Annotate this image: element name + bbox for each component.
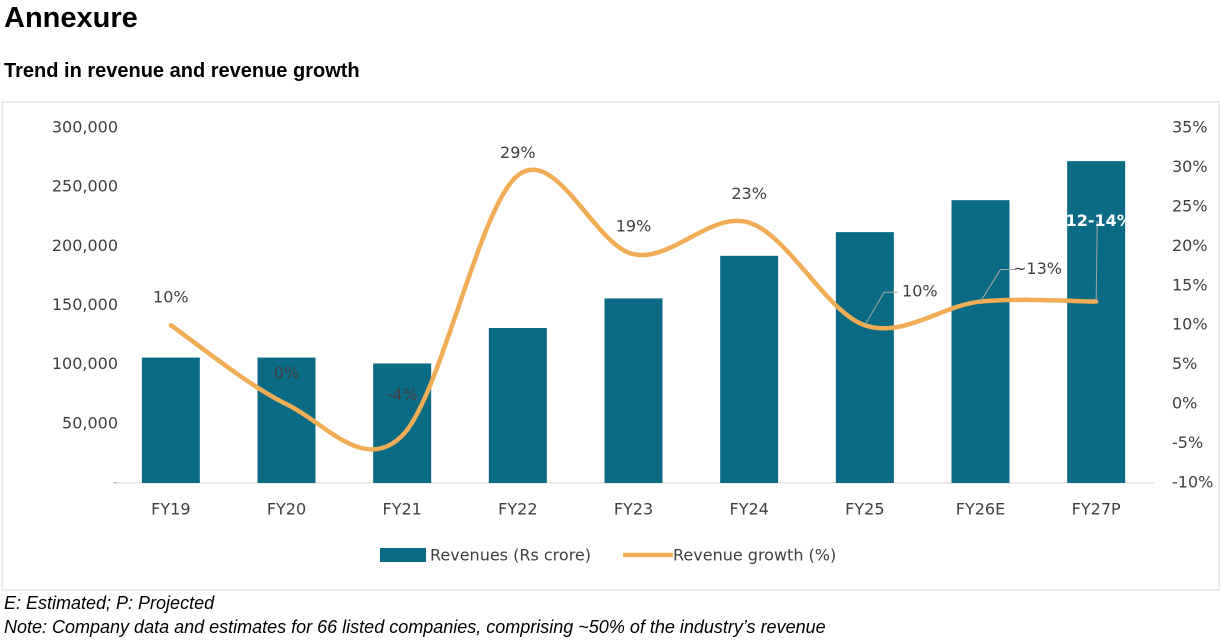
x-tick-label: FY20 <box>267 500 306 519</box>
data-label: 0% <box>274 364 299 383</box>
y2-tick-label: -5% <box>1172 433 1203 452</box>
leader-line <box>980 269 1015 302</box>
x-tick-label: FY26E <box>956 500 1005 519</box>
x-tick-label: FY25 <box>845 500 884 519</box>
leader-line <box>1095 221 1098 302</box>
bar <box>373 363 432 483</box>
y-tick-label: 50,000 <box>62 413 118 432</box>
y-tick-label: 300,000 <box>52 118 118 137</box>
bar <box>488 327 547 483</box>
x-tick-label: FY23 <box>614 500 653 519</box>
data-label: -4% <box>387 385 418 404</box>
x-tick-label: FY27P <box>1072 500 1121 519</box>
note: E: Estimated; P: Projected <box>4 593 215 613</box>
legend-label: Revenue growth (%) <box>673 546 836 565</box>
y-tick-label: - <box>112 473 118 492</box>
page-title: Annexure <box>4 2 138 34</box>
data-label: 12-14% <box>1066 211 1133 230</box>
bar <box>1067 161 1126 483</box>
y2-tick-label: 10% <box>1172 315 1208 334</box>
note: Note: Company data and estimates for 66 … <box>4 617 826 637</box>
x-tick-label: FY19 <box>151 500 190 519</box>
bar <box>257 357 316 483</box>
y2-tick-label: 15% <box>1172 275 1208 294</box>
bar <box>141 357 200 483</box>
y-tick-label: 150,000 <box>52 295 118 314</box>
y2-tick-label: 5% <box>1172 354 1197 373</box>
data-label: 29% <box>500 143 536 162</box>
legend-label: Revenues (Rs crore) <box>430 546 591 565</box>
data-label: ~13% <box>1013 259 1062 278</box>
chart-title: Trend in revenue and revenue growth <box>4 60 360 82</box>
y-tick-label: 250,000 <box>52 177 118 196</box>
legend-swatch <box>380 548 426 562</box>
data-label: 10% <box>902 282 938 301</box>
y2-tick-label: 30% <box>1172 157 1208 176</box>
bar <box>604 298 663 483</box>
y2-tick-label: 20% <box>1172 236 1208 255</box>
data-label: 23% <box>731 184 767 203</box>
y-tick-label: 200,000 <box>52 236 118 255</box>
x-tick-label: FY24 <box>729 500 768 519</box>
bar <box>835 232 894 483</box>
y2-tick-label: 0% <box>1172 394 1197 413</box>
y2-tick-label: 35% <box>1172 118 1208 137</box>
y2-tick-label: 25% <box>1172 196 1208 215</box>
data-label: 19% <box>616 217 652 236</box>
bar <box>951 200 1010 483</box>
line <box>168 167 1099 452</box>
y-tick-label: 100,000 <box>52 354 118 373</box>
x-tick-label: FY22 <box>498 500 537 519</box>
data-label: 10% <box>153 288 189 307</box>
chart-frame <box>1 101 1220 591</box>
leader-line <box>864 291 898 326</box>
y2-tick-label: -10% <box>1172 473 1213 492</box>
bar <box>720 255 779 483</box>
x-tick-label: FY21 <box>382 500 421 519</box>
